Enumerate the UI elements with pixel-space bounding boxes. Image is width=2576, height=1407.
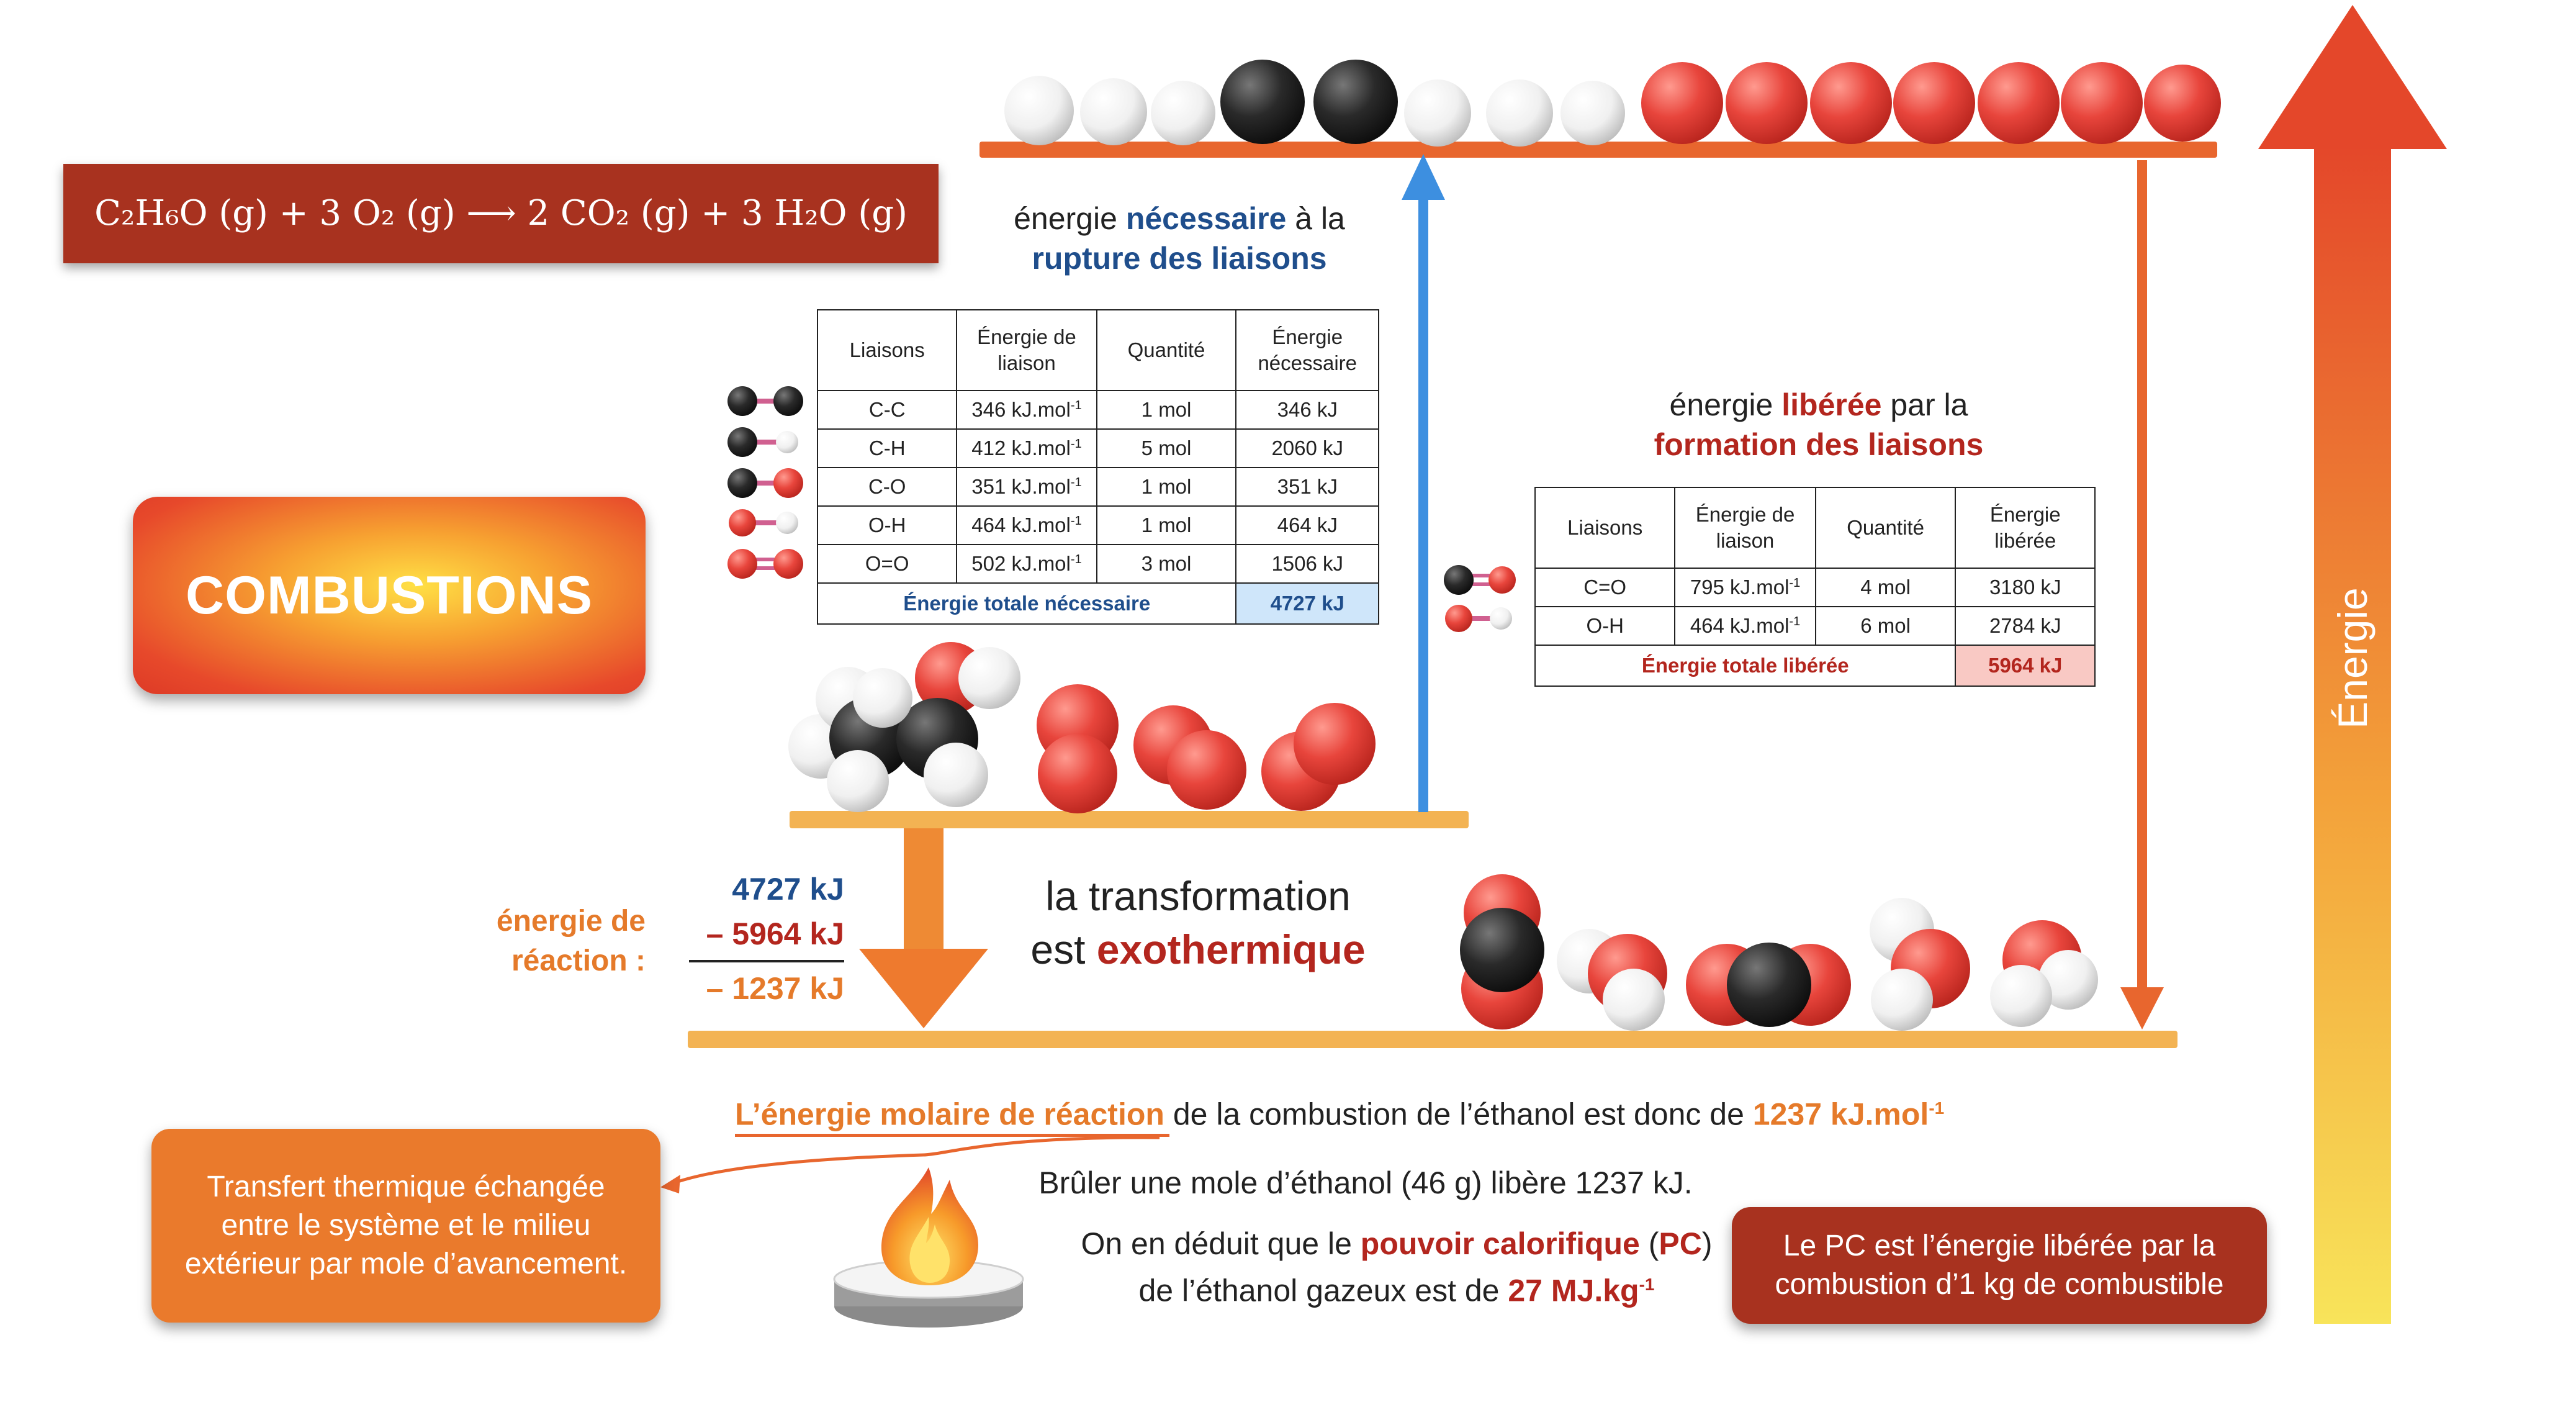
- table-row: C-H 412 kJ.mol-1 5 mol 2060 kJ: [816, 428, 1379, 468]
- molar-note-arrowhead: [660, 1175, 680, 1193]
- pc-definition-note: Le PC est l’énergie libérée par la combu…: [1732, 1207, 2267, 1324]
- calculation-divider: [689, 960, 844, 962]
- carbon-dioxide-molecules: [1460, 874, 1851, 1029]
- molar-note-connector: [669, 1136, 1160, 1187]
- reactants-shelf: [790, 811, 1469, 828]
- molar-underline: [735, 1134, 1169, 1137]
- separated-atoms: [1004, 60, 2221, 147]
- formation-table: Liaisons Énergie de liaison Quantité Éne…: [1534, 487, 2096, 687]
- table-row: C-C 346 kJ.mol-1 1 mol 346 kJ: [816, 390, 1379, 430]
- reaction-energy-label: énergie de réaction :: [496, 905, 646, 977]
- formation-arrow: [2120, 160, 2164, 1029]
- formation-caption: énergie libérée par la formation des lia…: [1654, 387, 1984, 462]
- page-title: COMBUSTIONS: [133, 497, 646, 694]
- water-molecules: [1557, 898, 2098, 1031]
- dioxygen-molecules: [1037, 684, 1376, 813]
- products-shelf: [688, 1031, 2177, 1048]
- burn-sentence: Brûler une mole d’éthanol (46 g) libère …: [1038, 1165, 1693, 1200]
- ethanol-molecule: [788, 642, 1020, 812]
- rupture-caption: énergie nécessaire à la rupture des liai…: [1014, 201, 1345, 276]
- pc-sentence: On en déduit que le pouvoir calorifique …: [1081, 1226, 1713, 1308]
- table-row: O-H 464 kJ.mol-1 6 mol 2784 kJ: [1534, 606, 2096, 646]
- rupture-total-value: 4727 kJ: [1235, 582, 1379, 625]
- rupture-table: Liaisons Énergie de liaison Quantité Éne…: [816, 309, 1379, 625]
- rupture-arrow: [1402, 154, 1445, 812]
- formation-table-header: Liaisons Énergie de liaison Quantité Éne…: [1534, 487, 2096, 569]
- top-shelf: [980, 142, 2217, 158]
- formation-total-value: 5964 kJ: [1955, 645, 2096, 687]
- energy-axis-arrow: [2258, 5, 2447, 1324]
- table-row: C-O 351 kJ.mol-1 1 mol 351 kJ: [816, 467, 1379, 507]
- reaction-calculation: 4727 kJ – 5964 kJ – 1237 kJ: [658, 867, 844, 1011]
- formation-total-row: Énergie totale libérée 5964 kJ: [1534, 645, 2096, 687]
- reaction-arrow: [859, 828, 988, 1028]
- formation-legend-molecules: [1444, 565, 1516, 632]
- energy-axis-label: Énergie: [2330, 587, 2376, 729]
- flame-icon: [833, 1167, 1024, 1328]
- molar-energy-sentence: L’énergie molaire de réaction de la comb…: [735, 1097, 1945, 1132]
- heat-transfer-note: Transfert thermique échangée entre le sy…: [151, 1129, 660, 1323]
- rupture-legend-molecules: [727, 386, 803, 579]
- rupture-table-header: Liaisons Énergie de liaison Quantité Éne…: [816, 309, 1379, 391]
- reaction-equation: C₂H₆O (g) + 3 O₂ (g) ⟶ 2 CO₂ (g) + 3 H₂O…: [63, 164, 939, 263]
- table-row: O-H 464 kJ.mol-1 1 mol 464 kJ: [816, 505, 1379, 545]
- rupture-total-row: Énergie totale nécessaire 4727 kJ: [816, 582, 1379, 625]
- table-row: O=O 502 kJ.mol-1 3 mol 1506 kJ: [816, 544, 1379, 584]
- transformation-text: la transformation est exothermique: [1030, 873, 1366, 972]
- table-row: C=O 795 kJ.mol-1 4 mol 3180 kJ: [1534, 568, 2096, 607]
